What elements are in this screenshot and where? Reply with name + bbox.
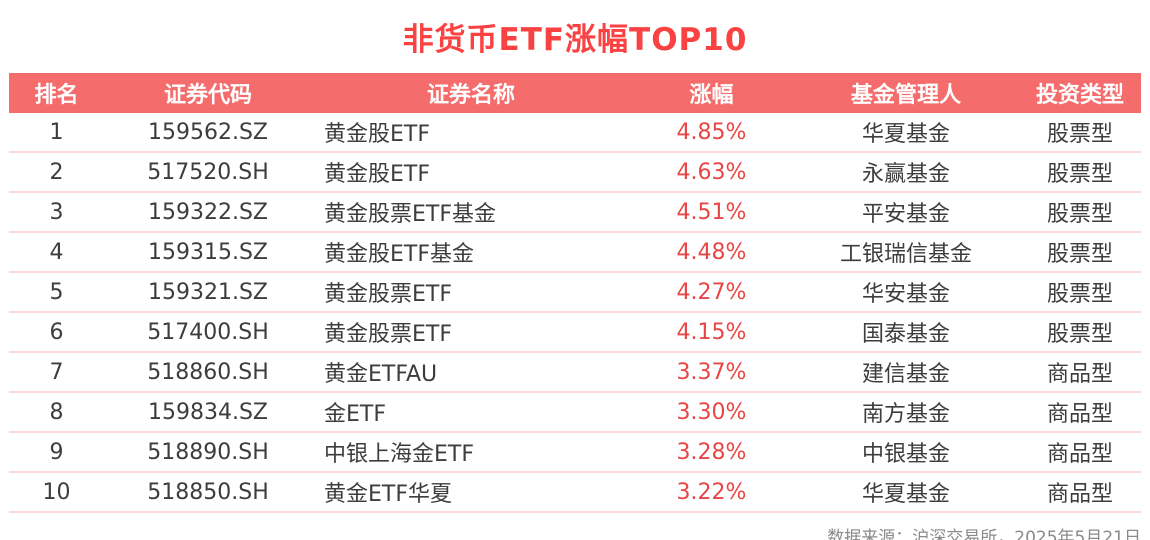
- type-cell: 股票型: [1019, 152, 1141, 193]
- name-cell: 中银上海金ETF: [312, 432, 630, 473]
- column-header-gain: 涨幅: [630, 73, 793, 113]
- rank-cell: 1: [9, 113, 104, 153]
- gain-cell: 4.27%: [630, 272, 793, 313]
- rank-cell: 8: [9, 392, 104, 433]
- gain-cell: 4.51%: [630, 192, 793, 233]
- code-cell: 518860.SH: [104, 352, 312, 393]
- code-cell: 159315.SZ: [104, 232, 312, 273]
- manager-cell: 国泰基金: [793, 312, 1019, 353]
- manager-cell: 平安基金: [793, 192, 1019, 233]
- code-cell: 159321.SZ: [104, 272, 312, 313]
- table-row: 9 518890.SH 中银上海金ETF 3.28% 中银基金 商品型: [9, 432, 1141, 473]
- type-cell: 商品型: [1019, 472, 1141, 513]
- manager-cell: 工银瑞信基金: [793, 232, 1019, 273]
- name-cell: 黄金ETF华夏: [312, 472, 630, 513]
- name-cell: 黄金股票ETF: [312, 312, 630, 353]
- name-cell: 黄金股ETF: [312, 113, 630, 153]
- column-header-manager: 基金管理人: [793, 73, 1019, 113]
- gain-cell: 3.30%: [630, 392, 793, 433]
- code-cell: 518890.SH: [104, 432, 312, 473]
- type-cell: 股票型: [1019, 113, 1141, 153]
- manager-cell: 南方基金: [793, 392, 1019, 433]
- rank-cell: 9: [9, 432, 104, 473]
- etf-table: 排名 证券代码 证券名称 涨幅 基金管理人 投资类型 1 159562.SZ 黄…: [9, 73, 1141, 513]
- type-cell: 股票型: [1019, 232, 1141, 273]
- table-row: 4 159315.SZ 黄金股ETF基金 4.48% 工银瑞信基金 股票型: [9, 232, 1141, 273]
- table-row: 7 518860.SH 黄金ETFAU 3.37% 建信基金 商品型: [9, 352, 1141, 393]
- gain-cell: 3.37%: [630, 352, 793, 393]
- type-cell: 股票型: [1019, 272, 1141, 313]
- code-cell: 518850.SH: [104, 472, 312, 513]
- column-header-type: 投资类型: [1019, 73, 1141, 113]
- gain-cell: 4.85%: [630, 113, 793, 153]
- column-header-rank: 排名: [9, 73, 104, 113]
- manager-cell: 建信基金: [793, 352, 1019, 393]
- gain-cell: 3.28%: [630, 432, 793, 473]
- type-cell: 商品型: [1019, 432, 1141, 473]
- rank-cell: 3: [9, 192, 104, 233]
- type-cell: 商品型: [1019, 352, 1141, 393]
- name-cell: 金ETF: [312, 392, 630, 433]
- table-row: 5 159321.SZ 黄金股票ETF 4.27% 华安基金 股票型: [9, 272, 1141, 313]
- table-row: 2 517520.SH 黄金股ETF 4.63% 永赢基金 股票型: [9, 152, 1141, 193]
- rank-cell: 7: [9, 352, 104, 393]
- name-cell: 黄金股ETF: [312, 152, 630, 193]
- name-cell: 黄金ETFAU: [312, 352, 630, 393]
- table-row: 3 159322.SZ 黄金股票ETF基金 4.51% 平安基金 股票型: [9, 192, 1141, 233]
- rank-cell: 10: [9, 472, 104, 513]
- gain-cell: 4.48%: [630, 232, 793, 273]
- rank-cell: 6: [9, 312, 104, 353]
- gain-cell: 4.63%: [630, 152, 793, 193]
- manager-cell: 华安基金: [793, 272, 1019, 313]
- table-body: 1 159562.SZ 黄金股ETF 4.85% 华夏基金 股票型 2 5175…: [9, 113, 1141, 513]
- rank-cell: 4: [9, 232, 104, 273]
- name-cell: 黄金股票ETF: [312, 272, 630, 313]
- manager-cell: 中银基金: [793, 432, 1019, 473]
- table-row: 6 517400.SH 黄金股票ETF 4.15% 国泰基金 股票型: [9, 312, 1141, 353]
- code-cell: 517400.SH: [104, 312, 312, 353]
- code-cell: 159834.SZ: [104, 392, 312, 433]
- code-cell: 517520.SH: [104, 152, 312, 193]
- name-cell: 黄金股ETF基金: [312, 232, 630, 273]
- column-header-code: 证券代码: [104, 73, 312, 113]
- table-header-row: 排名 证券代码 证券名称 涨幅 基金管理人 投资类型: [9, 73, 1141, 113]
- manager-cell: 永赢基金: [793, 152, 1019, 193]
- code-cell: 159322.SZ: [104, 192, 312, 233]
- table-row: 8 159834.SZ 金ETF 3.30% 南方基金 商品型: [9, 392, 1141, 433]
- column-header-name: 证券名称: [312, 73, 630, 113]
- gain-cell: 4.15%: [630, 312, 793, 353]
- table-row: 10 518850.SH 黄金ETF华夏 3.22% 华夏基金 商品型: [9, 472, 1141, 513]
- table-row: 1 159562.SZ 黄金股ETF 4.85% 华夏基金 股票型: [9, 113, 1141, 153]
- gain-cell: 3.22%: [630, 472, 793, 513]
- manager-cell: 华夏基金: [793, 113, 1019, 153]
- data-source-note: 数据来源：沪深交易所，2025年5月21日: [827, 528, 1141, 540]
- code-cell: 159562.SZ: [104, 113, 312, 153]
- page-title: 非货币ETF涨幅TOP10: [402, 22, 748, 58]
- name-cell: 黄金股票ETF基金: [312, 192, 630, 233]
- manager-cell: 华夏基金: [793, 472, 1019, 513]
- type-cell: 股票型: [1019, 192, 1141, 233]
- rank-cell: 2: [9, 152, 104, 193]
- type-cell: 股票型: [1019, 312, 1141, 353]
- rank-cell: 5: [9, 272, 104, 313]
- type-cell: 商品型: [1019, 392, 1141, 433]
